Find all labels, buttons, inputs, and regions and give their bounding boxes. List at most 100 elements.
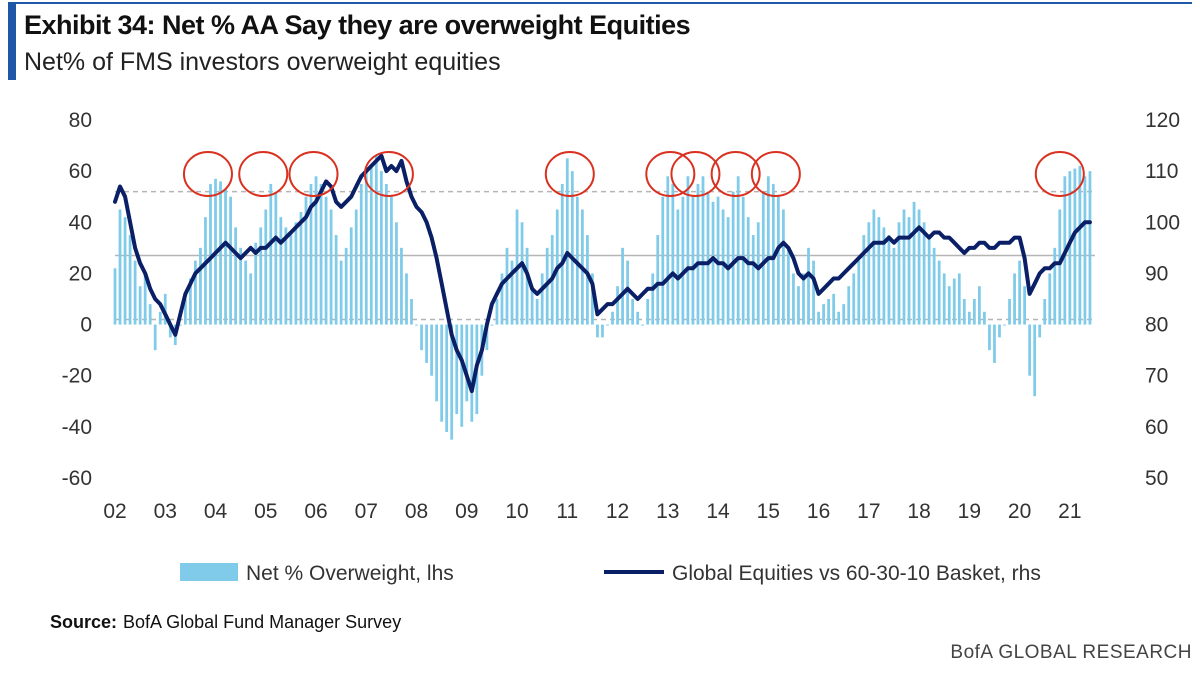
bar: [591, 273, 594, 325]
bar: [374, 155, 378, 325]
annotation-circles: [182, 151, 1085, 197]
x-tick-label: 12: [606, 500, 629, 523]
bar: [962, 299, 966, 325]
x-tick-label: 20: [1008, 500, 1031, 523]
y-left-tick-label: -60: [62, 467, 92, 490]
bar: [540, 273, 544, 325]
bar: [641, 324, 645, 326]
bar: [606, 324, 609, 326]
bar: [646, 299, 650, 325]
bar: [133, 260, 137, 325]
legend-label-bars: Net % Overweight, lhs: [246, 562, 454, 585]
bar: [812, 260, 815, 325]
x-tick-label: 21: [1058, 500, 1081, 523]
bar: [822, 304, 825, 325]
bar: [867, 222, 871, 325]
y-left-tick-label: 80: [69, 109, 92, 132]
bar: [611, 311, 614, 325]
bar: [1013, 273, 1016, 325]
annotation-circle: [238, 151, 289, 197]
y-left-tick-label: -40: [62, 416, 92, 439]
bar: [440, 324, 444, 422]
bar: [872, 209, 876, 325]
bar: [299, 212, 303, 325]
y-left-tick-label: 60: [69, 160, 92, 183]
bar: [736, 176, 740, 325]
y-left-tick-label: 20: [69, 262, 92, 285]
bar: [1043, 299, 1047, 325]
bar: [400, 247, 403, 325]
y-left-axis: 80 60 40 20 0 -20 -40 -60: [62, 109, 92, 490]
bar: [1038, 324, 1042, 338]
y-right-tick-label: 90: [1145, 262, 1168, 285]
bar: [199, 247, 202, 325]
bar: [369, 166, 373, 325]
bar: [907, 217, 911, 325]
bar: [1068, 171, 1072, 325]
bar: [229, 196, 232, 325]
bar: [1088, 171, 1092, 325]
bar: [701, 176, 705, 325]
bar: [344, 247, 348, 325]
bar: [862, 235, 866, 325]
bar: [661, 196, 665, 325]
bar: [244, 260, 248, 325]
bar: [334, 235, 338, 325]
bar: [204, 217, 207, 325]
bar: [601, 324, 604, 338]
bar: [314, 176, 318, 325]
bar: [691, 196, 695, 325]
bar: [168, 324, 172, 338]
bar: [304, 196, 308, 325]
bar: [148, 304, 152, 325]
y-right-tick-label: 110: [1145, 160, 1178, 183]
bar: [676, 209, 680, 325]
bar: [450, 324, 454, 440]
annotation-circle: [710, 151, 761, 197]
bar: [430, 324, 433, 376]
bar: [988, 324, 991, 351]
top-rule: [8, 2, 1192, 4]
bar: [379, 171, 383, 325]
accent-bar: [8, 2, 16, 80]
bar: [123, 217, 127, 325]
bar: [319, 183, 323, 325]
bar: [560, 183, 564, 325]
bar: [339, 260, 343, 325]
bar: [666, 176, 670, 325]
bar: [631, 299, 635, 325]
bar: [530, 286, 534, 325]
bar: [1018, 260, 1021, 325]
bar: [1008, 299, 1011, 325]
y-right-axis: 120 110 100 90 80 70 60 50: [1145, 109, 1180, 490]
bar: [751, 235, 755, 325]
bar: [761, 191, 765, 325]
bar: [842, 304, 846, 325]
legend: Net % Overweight, lhs Global Equities vs…: [180, 562, 1041, 585]
bar: [254, 242, 258, 325]
bar: [445, 324, 449, 432]
bar: [455, 324, 459, 415]
bar: [495, 299, 499, 325]
bar: [1028, 324, 1032, 376]
bar: [1048, 273, 1052, 325]
bar: [887, 235, 891, 325]
annotation-circle: [750, 151, 801, 197]
bar: [797, 286, 800, 325]
source-label: Source:: [50, 612, 118, 632]
bar: [636, 311, 640, 325]
bar: [470, 324, 474, 422]
bar: [189, 278, 192, 325]
x-tick-label: 14: [706, 500, 730, 523]
bar: [415, 324, 418, 326]
bar: [525, 247, 529, 325]
bar: [756, 222, 760, 325]
bar: [857, 260, 861, 325]
bar: [259, 227, 263, 325]
bar: [324, 196, 328, 325]
bar: [726, 217, 730, 325]
bar: [1058, 209, 1062, 325]
bar: [113, 268, 117, 325]
bar: [731, 191, 735, 325]
